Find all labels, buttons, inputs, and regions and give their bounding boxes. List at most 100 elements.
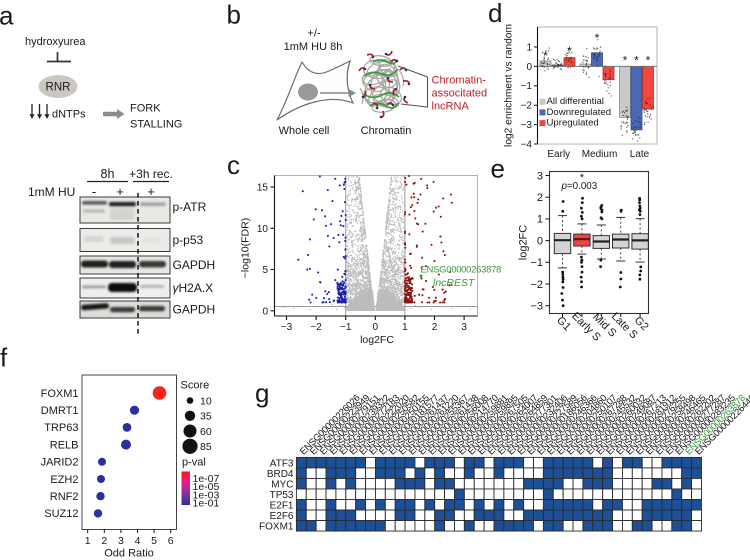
svg-text:1mM HU 8h: 1mM HU 8h: [284, 41, 343, 53]
svg-text:f: f: [0, 343, 8, 373]
svg-text:8h: 8h: [101, 167, 115, 181]
svg-text:e: e: [491, 154, 505, 184]
svg-text:FOXM1: FOXM1: [41, 388, 79, 400]
svg-text:−4: −4: [521, 139, 533, 150]
svg-text:Late: Late: [630, 149, 650, 160]
svg-text:2: 2: [101, 535, 107, 547]
svg-text:1e-01: 1e-01: [193, 498, 220, 510]
svg-text:5: 5: [151, 535, 157, 547]
svg-text:6: 6: [168, 535, 174, 547]
svg-text:TP53: TP53: [270, 490, 294, 501]
svg-text:ENSG00000263878: ENSG00000263878: [421, 265, 502, 276]
svg-text:3: 3: [461, 322, 467, 333]
svg-text:RNR: RNR: [46, 82, 71, 94]
svg-text:FOXM1: FOXM1: [259, 521, 294, 532]
svg-text:hydroxyurea: hydroxyurea: [25, 36, 86, 48]
svg-text:+: +: [116, 184, 124, 199]
svg-text:p=0.003: p=0.003: [561, 181, 598, 192]
svg-text:−2: −2: [530, 279, 543, 291]
svg-text:MYC: MYC: [271, 479, 293, 490]
svg-text:+/-: +/-: [307, 28, 320, 40]
svg-text:2: 2: [432, 322, 438, 333]
svg-text:E2F6: E2F6: [270, 511, 294, 522]
svg-text:1: 1: [537, 214, 543, 226]
svg-text:γH2A.X: γH2A.X: [173, 281, 214, 295]
svg-text:3: 3: [118, 535, 124, 547]
svg-text:FORK: FORK: [130, 103, 161, 115]
svg-text:p-p53: p-p53: [173, 233, 204, 247]
svg-text:Medium: Medium: [582, 149, 618, 160]
svg-text:−3: −3: [530, 301, 543, 313]
svg-text:1: 1: [402, 322, 408, 333]
svg-text:associtated: associtated: [432, 88, 488, 100]
svg-text:Odd Ratio: Odd Ratio: [104, 548, 154, 560]
svg-text:10: 10: [257, 224, 269, 235]
svg-text:log2FC: log2FC: [360, 334, 394, 346]
svg-text:0: 0: [537, 235, 543, 247]
svg-text:*: *: [623, 54, 628, 68]
svg-text:log2FC: log2FC: [518, 225, 530, 261]
svg-text:Whole cell: Whole cell: [279, 125, 330, 137]
svg-text:1mM HU: 1mM HU: [28, 185, 75, 199]
svg-text:RELB: RELB: [50, 439, 79, 451]
svg-text:lncREST: lncREST: [433, 277, 476, 289]
svg-text:2: 2: [537, 192, 543, 204]
svg-text:1e-03: 1e-03: [193, 489, 220, 501]
svg-text:b: b: [227, 0, 241, 30]
svg-text:Downregulated: Downregulated: [547, 107, 612, 118]
svg-text:5: 5: [262, 265, 268, 276]
svg-text:1e-07: 1e-07: [193, 473, 220, 485]
svg-text:All differential: All differential: [547, 96, 604, 107]
svg-text:3: 3: [537, 170, 543, 182]
svg-text:RNF2: RNF2: [50, 491, 79, 503]
svg-text:0: 0: [373, 322, 379, 333]
svg-text:−2: −2: [521, 101, 533, 112]
svg-text:log2 enrichment vs random: log2 enrichment vs random: [504, 24, 515, 147]
svg-text:35: 35: [200, 411, 212, 423]
svg-text:g: g: [255, 378, 269, 408]
svg-text:SUZ12: SUZ12: [44, 508, 78, 520]
svg-text:15: 15: [257, 183, 269, 194]
svg-text:lncRNA: lncRNA: [432, 101, 470, 113]
svg-text:STALLING: STALLING: [130, 119, 182, 131]
svg-text:DMRT1: DMRT1: [41, 405, 79, 417]
svg-text:0: 0: [526, 62, 532, 73]
svg-text:85: 85: [200, 441, 212, 453]
svg-text:1e-05: 1e-05: [193, 481, 220, 493]
svg-text:Score: Score: [181, 380, 210, 392]
svg-text:-: -: [92, 184, 96, 199]
svg-text:−2: −2: [310, 322, 322, 333]
svg-text:60: 60: [200, 426, 212, 438]
svg-text:GAPDH: GAPDH: [173, 303, 216, 317]
svg-text:−1: −1: [340, 322, 352, 333]
svg-text:1: 1: [526, 42, 532, 53]
svg-text:Chromatin: Chromatin: [361, 125, 412, 137]
svg-text:p-ATR: p-ATR: [173, 200, 207, 214]
svg-text:ATF3: ATF3: [270, 458, 294, 469]
svg-text:+3h rec.: +3h rec.: [129, 167, 173, 181]
svg-text:Early: Early: [547, 149, 570, 160]
svg-text:*: *: [646, 54, 651, 68]
svg-text:d: d: [488, 0, 502, 28]
svg-text:dNTPs: dNTPs: [52, 109, 86, 121]
svg-text:*: *: [580, 172, 585, 184]
svg-text:−1: −1: [530, 257, 543, 269]
svg-text:JARID2: JARID2: [41, 457, 79, 469]
svg-text:*: *: [595, 31, 600, 45]
svg-text:−3: −3: [521, 120, 533, 131]
svg-text:p-val: p-val: [182, 457, 206, 469]
svg-text:TRP63: TRP63: [44, 422, 78, 434]
svg-text:−log10(FDR): −log10(FDR): [240, 218, 252, 278]
svg-text:+: +: [147, 184, 155, 199]
svg-text:*: *: [543, 49, 548, 63]
svg-text:10: 10: [200, 395, 212, 407]
svg-text:EZH2: EZH2: [50, 474, 78, 486]
svg-text:BRD4: BRD4: [267, 469, 294, 480]
svg-text:Upregulated: Upregulated: [547, 118, 599, 129]
svg-text:−1: −1: [521, 81, 533, 92]
svg-text:a: a: [0, 1, 14, 31]
svg-text:1: 1: [85, 535, 91, 547]
svg-text:*: *: [567, 44, 572, 58]
svg-text:*: *: [634, 54, 639, 68]
svg-text:0: 0: [262, 306, 268, 317]
